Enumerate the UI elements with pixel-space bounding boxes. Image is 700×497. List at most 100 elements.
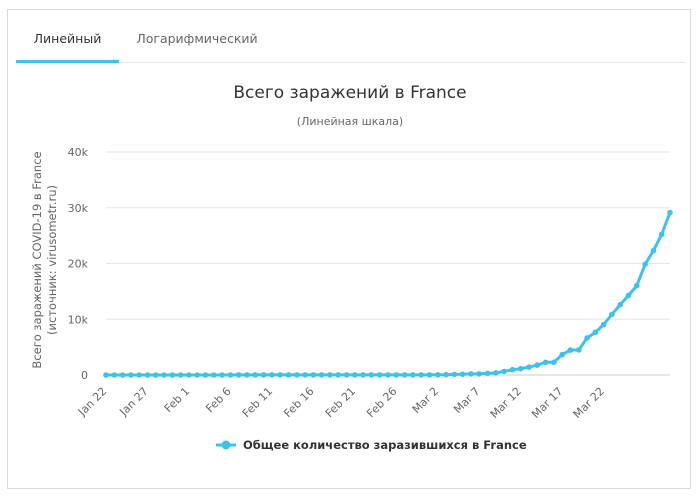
data-point [418,372,425,378]
x-tick-label: Feb 6 [203,385,233,415]
data-point [360,372,366,378]
data-point [260,372,267,378]
data-point [103,372,109,378]
y-axis-title: Всего заражений COVID-19 в France (источ… [30,151,59,368]
data-point [484,370,491,377]
data-point [302,372,308,378]
data-point [368,372,375,378]
tab-logarithmic[interactable]: Логарифмический [136,31,258,46]
data-point [393,372,400,378]
tab-linear[interactable]: Линейный [16,10,119,63]
data-point [177,372,184,378]
data-point [600,321,607,328]
data-point [509,366,516,373]
data-point [501,368,507,375]
data-point [219,372,225,378]
data-point [609,311,615,318]
data-point [443,371,449,378]
data-point [144,372,151,378]
data-point [459,371,466,378]
data-point [634,282,640,289]
data-point [111,372,118,378]
data-point [517,365,524,372]
data-point [567,347,574,353]
data-point [493,370,499,376]
data-point [559,351,565,358]
data-point [352,372,358,378]
data-point [327,372,333,378]
data-point [658,231,665,238]
data-point [310,372,317,378]
data-point [667,209,673,216]
data-point [277,372,284,378]
x-tick-label: Mar 17 [529,385,565,421]
chart-card: Линейный Логарифмический Всего заражений… [7,9,691,489]
data-point [551,359,557,366]
data-point [476,371,483,377]
x-tick-label: Feb 16 [281,385,316,420]
data-point [194,372,200,378]
data-point [451,371,458,378]
data-point [136,372,142,378]
data-point [650,247,657,254]
data-point [584,335,590,341]
x-tick-label: Feb 1 [162,385,192,415]
data-point [625,292,632,299]
y-axis-label: Всего заражений COVID-19 в France [30,151,44,368]
x-tick-label: Mar 2 [410,385,441,416]
line-chart: Всего заражений в France (Линейная шкала… [30,83,673,452]
data-point [435,372,441,378]
data-point [244,372,250,378]
data-point [235,372,242,378]
data-point [526,364,532,370]
x-tick-label: Feb 11 [240,385,275,420]
x-tick-label: Feb 21 [323,385,358,420]
data-point [376,372,383,378]
data-point [128,372,134,378]
data-point [285,372,292,378]
x-axis: Jan 22 Jan 27 Feb 1 Feb 6 Feb 11 Feb 16 Feb 21… [75,385,607,421]
data-point [294,372,300,378]
x-tick-label: Mar 7 [451,385,482,416]
data-point [252,372,259,378]
data-point [269,372,275,378]
y-tick-label: 40k [68,146,89,159]
data-point [227,372,234,378]
data-point [542,359,549,366]
x-tick-label: Feb 26 [364,385,399,420]
data-point [617,301,623,308]
data-point [426,372,433,378]
data-point [335,372,342,378]
data-point [186,372,192,378]
x-tick-label: Mar 12 [488,385,524,421]
legend[interactable]: Общее количество заразившихся в France [216,438,527,452]
legend-label[interactable]: Общее количество заразившихся в France [243,438,527,452]
scale-tabs: Линейный Логарифмический [16,10,686,63]
y-tick-label: 20k [68,258,89,271]
chart-title: Всего заражений в France [233,83,466,103]
y-axis-source-label: (источник: virusometr.ru) [45,185,59,335]
y-tick-label: 30k [68,202,89,215]
series-group [103,209,673,378]
y-axis: 0 10k 20k 30k 40k [68,146,89,382]
x-tick-label: Jan 27 [117,385,151,419]
data-point [401,372,408,378]
data-point [161,372,167,378]
data-point [592,329,599,336]
data-point [534,362,541,368]
y-tick-label: 0 [81,369,88,382]
x-tick-label: Mar 22 [571,385,607,421]
data-point [468,371,474,377]
data-point [343,372,350,378]
data-point [318,372,325,378]
data-point [169,372,176,378]
chart-subtitle: (Линейная шкала) [297,115,403,128]
data-point [410,372,416,378]
data-point [642,261,648,268]
data-point [385,372,391,378]
legend-marker [221,440,231,450]
data-point [153,372,159,378]
x-tick-label: Jan 22 [75,385,109,419]
data-point [576,347,582,353]
series-line [106,211,672,377]
